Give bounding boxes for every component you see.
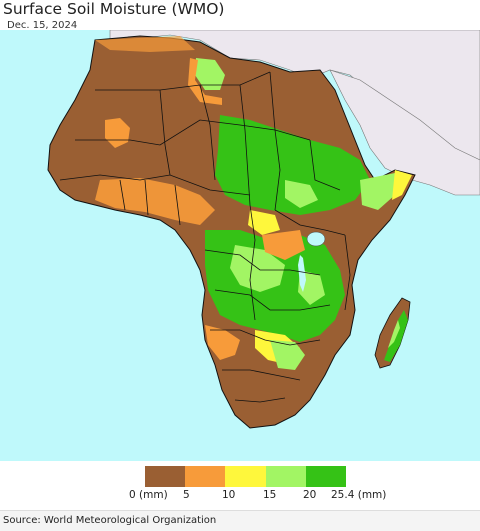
mediterranean-coast-strip [95,36,195,52]
legend-tick-5: 5 [183,489,190,501]
legend-swatch-20-25 [305,466,347,487]
lake-victoria [306,231,326,247]
map-title: Surface Soil Moisture (WMO) [3,0,225,18]
transition-zone-central [262,230,305,260]
country-borders [59,71,351,403]
horn-of-africa-yellow [392,170,412,200]
legend-tick-20: 20 [303,489,317,501]
madagascar-moist [388,320,400,348]
moist-patch-4 [285,180,318,208]
mauritania-orange [105,118,130,148]
transition-zone-west-africa [95,178,215,225]
libya-edge-orange [188,58,222,105]
legend-labels: 0 (mm) 5 10 15 20 25.4 (mm) [0,489,480,503]
legend-tick-10: 10 [222,489,236,501]
wet-zone-sahel-east [215,115,370,215]
horn-of-africa-wet [360,172,400,210]
transition-zone-southwest [205,325,240,360]
africa-map-svg [47,30,480,429]
legend-swatch-10-15 [225,466,266,487]
color-legend [145,466,347,487]
legend-label-max: 25.4 (mm) [331,489,387,501]
source-credit: Source: World Meteorological Organizatio… [3,515,217,526]
lake-tanganyika [298,255,306,292]
soil-moisture-map [0,30,480,461]
moist-patch-3 [248,210,280,235]
legend-tick-15: 15 [263,489,277,501]
footer: Source: World Meteorological Organizatio… [0,510,480,531]
libya-moist [195,58,225,90]
arabian-peninsula [329,69,480,196]
legend-swatch-15-20 [265,466,306,487]
legend-swatch-0-5 [145,466,186,487]
wet-zone-south [270,340,305,370]
legend-swatch-5-10 [185,466,226,487]
legend-label-min: 0 (mm) [129,489,168,501]
map-date: Dec. 15, 2024 [7,20,78,31]
